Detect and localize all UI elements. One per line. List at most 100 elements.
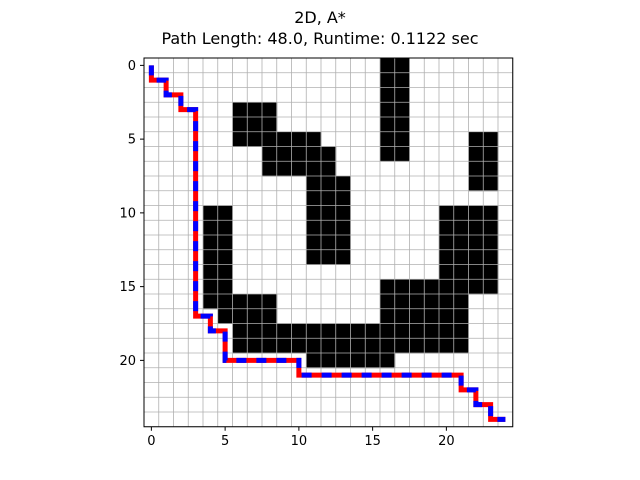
obstacle-cell bbox=[439, 205, 455, 221]
obstacle-cell bbox=[468, 176, 484, 192]
obstacle-cell bbox=[380, 58, 396, 74]
y-axis: 0 5 10 15 20 bbox=[119, 59, 144, 369]
obstacle-cell bbox=[394, 294, 410, 310]
obstacle-cell bbox=[262, 161, 278, 177]
obstacle-cell bbox=[247, 102, 263, 118]
obstacle-cell bbox=[453, 235, 469, 251]
obstacle-cell bbox=[483, 279, 499, 295]
obstacle-cell bbox=[306, 146, 322, 162]
obstacle-cell bbox=[203, 249, 219, 265]
obstacle-cell bbox=[306, 131, 322, 147]
obstacle-cell bbox=[247, 131, 263, 147]
obstacle-cell bbox=[453, 294, 469, 310]
obstacle-cell bbox=[247, 294, 263, 310]
obstacle-cell bbox=[483, 131, 499, 147]
obstacle-cell bbox=[291, 131, 307, 147]
obstacle-cell bbox=[335, 323, 351, 339]
obstacle-cell bbox=[468, 161, 484, 177]
x-tick-label: 5 bbox=[221, 434, 229, 449]
obstacle-cell bbox=[453, 249, 469, 265]
obstacle-cell bbox=[394, 308, 410, 324]
obstacle-cell bbox=[439, 294, 455, 310]
obstacle-cell bbox=[306, 220, 322, 236]
obstacle-cell bbox=[335, 190, 351, 206]
obstacle-cell bbox=[409, 279, 425, 295]
obstacle-cell bbox=[306, 323, 322, 339]
obstacle-cell bbox=[483, 264, 499, 280]
obstacle-cell bbox=[321, 249, 337, 265]
obstacle-cell bbox=[394, 338, 410, 354]
obstacle-cell bbox=[468, 220, 484, 236]
obstacle-cell bbox=[291, 161, 307, 177]
obstacle-cell bbox=[394, 323, 410, 339]
obstacle-cell bbox=[321, 176, 337, 192]
obstacle-cell bbox=[453, 220, 469, 236]
obstacle-cell bbox=[483, 235, 499, 251]
obstacle-cell bbox=[306, 353, 322, 369]
obstacle-cell bbox=[439, 338, 455, 354]
obstacle-cell bbox=[409, 308, 425, 324]
obstacle-cell bbox=[321, 205, 337, 221]
obstacle-cell bbox=[394, 279, 410, 295]
obstacle-cell bbox=[321, 338, 337, 354]
obstacle-cell bbox=[291, 323, 307, 339]
obstacle-cell bbox=[232, 131, 248, 147]
obstacle-cell bbox=[203, 264, 219, 280]
obstacle-cell bbox=[483, 176, 499, 192]
obstacle-cell bbox=[217, 205, 233, 221]
obstacle-cell bbox=[232, 102, 248, 118]
plot-frame bbox=[143, 57, 514, 428]
obstacle-cell bbox=[217, 220, 233, 236]
obstacle-cell bbox=[203, 279, 219, 295]
obstacle-cell bbox=[424, 338, 440, 354]
obstacle-cell bbox=[439, 235, 455, 251]
obstacle-cell bbox=[394, 72, 410, 88]
obstacle-cell bbox=[350, 353, 366, 369]
chart-subtitle: Path Length: 48.0, Runtime: 0.1122 sec bbox=[161, 29, 479, 48]
obstacle-cell bbox=[365, 323, 381, 339]
obstacle-cell bbox=[439, 220, 455, 236]
obstacle-cell bbox=[409, 338, 425, 354]
grid-lines bbox=[143, 57, 514, 428]
obstacle-cell bbox=[394, 117, 410, 133]
obstacle-cell bbox=[439, 264, 455, 280]
obstacle-cell bbox=[247, 323, 263, 339]
obstacle-cell bbox=[262, 323, 278, 339]
obstacle-cell bbox=[439, 323, 455, 339]
obstacle-cell bbox=[232, 323, 248, 339]
obstacle-cell bbox=[365, 353, 381, 369]
obstacle-cell bbox=[203, 205, 219, 221]
obstacle-cell bbox=[424, 323, 440, 339]
obstacle-cell bbox=[380, 279, 396, 295]
obstacle-cell bbox=[203, 220, 219, 236]
obstacle-cell bbox=[380, 117, 396, 133]
obstacle-cell bbox=[453, 323, 469, 339]
obstacle-cell bbox=[217, 279, 233, 295]
obstacle-cell bbox=[483, 161, 499, 177]
obstacle-cell bbox=[262, 131, 278, 147]
obstacle-cell bbox=[380, 87, 396, 103]
obstacle-cell bbox=[468, 264, 484, 280]
obstacle-cell bbox=[262, 146, 278, 162]
obstacle-cell bbox=[468, 279, 484, 295]
obstacle-cell bbox=[380, 338, 396, 354]
obstacle-cell bbox=[276, 338, 292, 354]
chart-title: 2D, A* bbox=[294, 8, 346, 27]
obstacle-cell bbox=[394, 131, 410, 147]
obstacle-cell bbox=[262, 338, 278, 354]
obstacle-cell bbox=[306, 235, 322, 251]
obstacle-cell bbox=[453, 279, 469, 295]
obstacle-cell bbox=[262, 117, 278, 133]
obstacle-cell bbox=[335, 176, 351, 192]
obstacle-cell bbox=[276, 146, 292, 162]
x-tick-label: 0 bbox=[147, 434, 155, 449]
obstacle-cell bbox=[306, 249, 322, 265]
x-tick-label: 15 bbox=[364, 434, 381, 449]
obstacle-cell bbox=[291, 146, 307, 162]
obstacle-cell bbox=[350, 323, 366, 339]
obstacle-cell bbox=[232, 117, 248, 133]
obstacle-cell bbox=[335, 338, 351, 354]
obstacle-cell bbox=[380, 72, 396, 88]
obstacle-cell bbox=[468, 249, 484, 265]
